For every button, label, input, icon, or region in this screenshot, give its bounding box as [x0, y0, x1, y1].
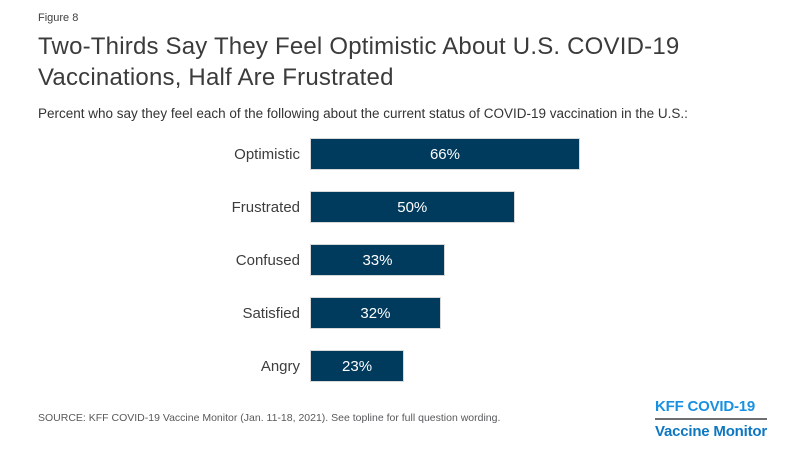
- value-label-frustrated: 50%: [397, 198, 428, 216]
- bar-row-confused: Confused 33%: [38, 244, 762, 276]
- bar-frustrated: 50%: [310, 191, 515, 223]
- horizontal-bar-chart: Optimistic 66% Frustrated 50% Confused 3…: [38, 138, 762, 403]
- value-label-satisfied: 32%: [360, 304, 391, 322]
- bar-row-satisfied: Satisfied 32%: [38, 297, 762, 329]
- bar-row-optimistic: Optimistic 66%: [38, 138, 762, 170]
- bar-track: 23%: [310, 350, 719, 382]
- bar-row-angry: Angry 23%: [38, 350, 762, 382]
- value-label-angry: 23%: [342, 357, 373, 375]
- chart-subtitle: Percent who say they feel each of the fo…: [38, 106, 688, 121]
- bar-satisfied: 32%: [310, 297, 441, 329]
- bar-confused: 33%: [310, 244, 445, 276]
- category-label-optimistic: Optimistic: [234, 145, 300, 163]
- chart-title: Two-Thirds Say They Feel Optimistic Abou…: [38, 33, 680, 91]
- source-note: SOURCE: KFF COVID-19 Vaccine Monitor (Ja…: [38, 412, 501, 424]
- category-label-angry: Angry: [260, 357, 300, 375]
- figure-label: Figure 8: [38, 12, 79, 24]
- kff-vaccine-monitor-logo: KFF COVID-19 Vaccine Monitor: [654, 398, 767, 440]
- value-label-confused: 33%: [362, 251, 393, 269]
- logo-line-1: KFF COVID-19: [654, 398, 767, 420]
- value-label-optimistic: 66%: [429, 145, 460, 163]
- bar-track: 33%: [310, 244, 719, 276]
- bar-row-frustrated: Frustrated 50%: [38, 191, 762, 223]
- category-label-satisfied: Satisfied: [242, 304, 300, 322]
- category-label-confused: Confused: [235, 251, 300, 269]
- bar-track: 66%: [310, 138, 719, 170]
- bar-track: 32%: [310, 297, 719, 329]
- logo-line-2: Vaccine Monitor: [654, 423, 767, 440]
- bar-optimistic: 66%: [310, 138, 580, 170]
- bar-track: 50%: [310, 191, 719, 223]
- category-label-frustrated: Frustrated: [231, 198, 300, 216]
- bar-angry: 23%: [310, 350, 405, 382]
